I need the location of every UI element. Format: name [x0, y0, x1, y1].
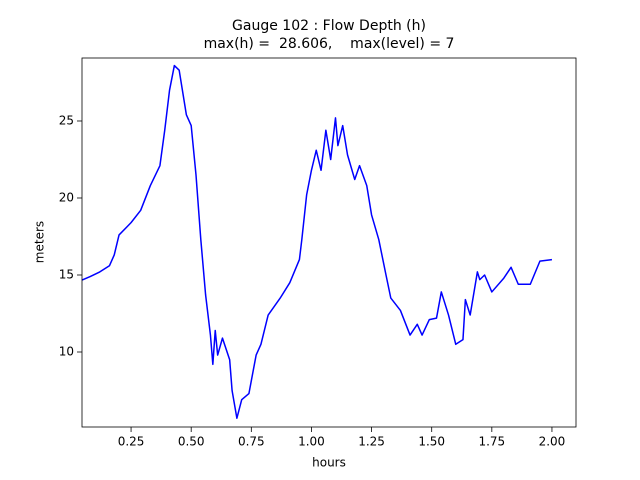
x-axis-label: hours [312, 456, 346, 470]
y-tick-label: 15 [59, 267, 74, 281]
y-tick-label: 10 [59, 344, 74, 358]
x-tick-label: 0.50 [178, 435, 205, 449]
y-tick-label: 25 [59, 113, 74, 127]
data-line [81, 64, 553, 419]
x-tick-label: 1.25 [358, 435, 385, 449]
x-tick-label: 1.75 [478, 435, 505, 449]
y-axis-label: meters [33, 221, 47, 263]
x-tick-label: 0.25 [118, 435, 145, 449]
x-tick-label: 1.50 [418, 435, 445, 449]
x-tick-label: 0.75 [238, 435, 265, 449]
plot-frame [81, 57, 577, 428]
x-tick-label: 1.00 [298, 435, 325, 449]
x-tick-label: 2.00 [539, 435, 566, 449]
chart-subtitle: max(h) = 28.606, max(level) = 7 [204, 36, 455, 52]
chart-title: Gauge 102 : Flow Depth (h) [232, 18, 426, 34]
y-tick-label: 20 [59, 190, 74, 204]
